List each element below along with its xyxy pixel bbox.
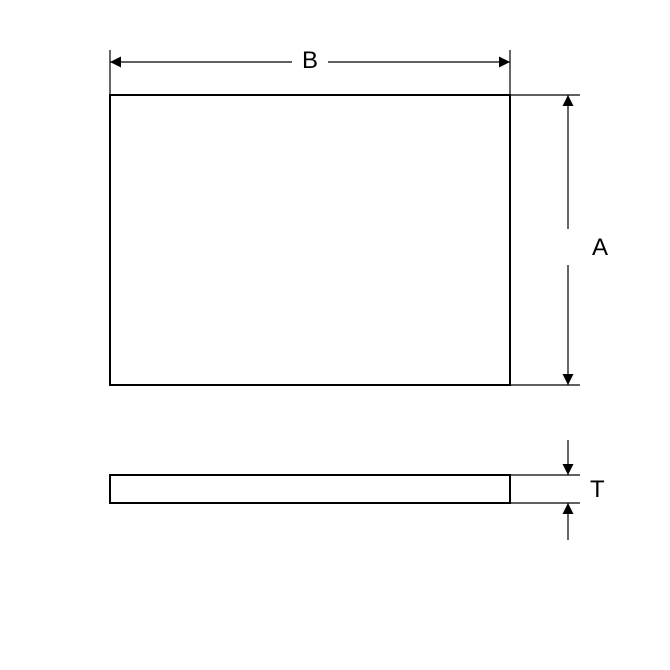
- dimension-label-t: T: [590, 476, 605, 503]
- dimension-label-b: B: [302, 47, 318, 74]
- plate-top-view: [110, 95, 510, 385]
- dimension-label-a: A: [592, 234, 608, 261]
- plate-side-view: [110, 475, 510, 503]
- dimension-diagram: B A T: [0, 0, 670, 670]
